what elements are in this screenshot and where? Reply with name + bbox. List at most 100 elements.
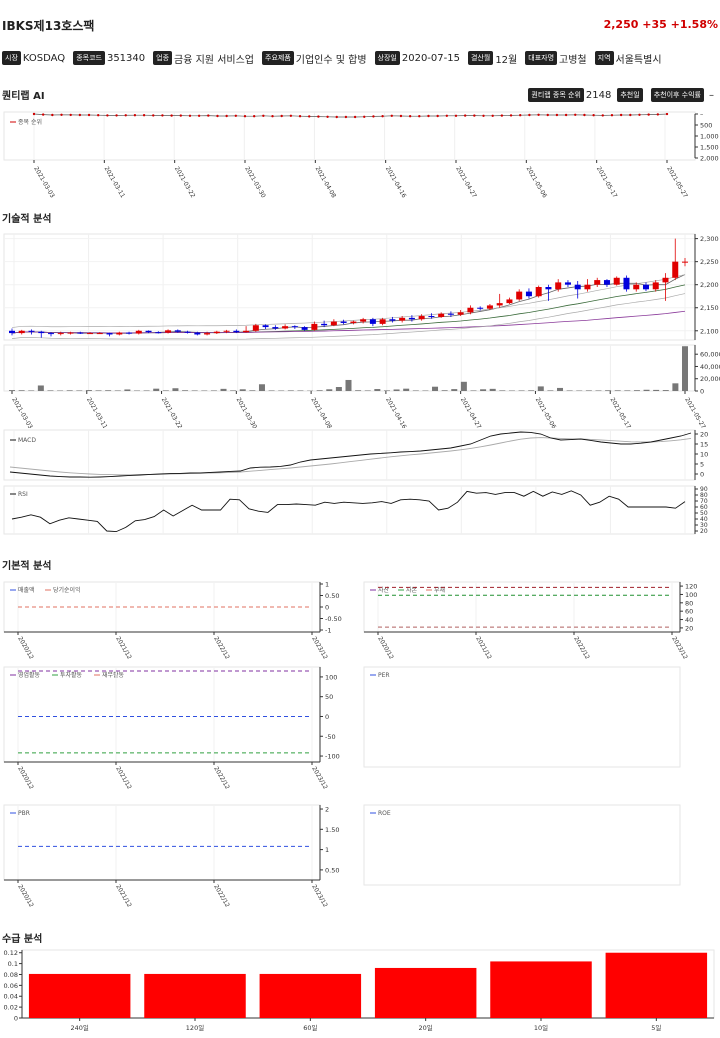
candle-body <box>340 321 347 323</box>
candle-body <box>28 330 35 332</box>
rank-point <box>638 113 641 116</box>
rank-point <box>592 114 595 117</box>
candle-body <box>360 319 367 322</box>
volume-bar <box>85 390 92 391</box>
volume-bar <box>143 390 150 391</box>
rank-point <box>188 114 192 117</box>
rank-point <box>390 114 393 117</box>
rank-point <box>262 114 265 117</box>
candle-body <box>165 330 172 333</box>
info-value-ceo: 고병철 <box>559 54 587 66</box>
volume-y-tick: 0 <box>700 388 704 396</box>
rsi-y-tick: 30 <box>700 522 708 529</box>
rank-point <box>124 114 127 117</box>
supply-bar <box>144 973 246 1018</box>
rsi-y-tick: 20 <box>700 528 708 535</box>
candle-body <box>555 282 562 290</box>
volume-bar <box>172 388 179 391</box>
x-tick-label: 2021-03-11 <box>103 166 127 200</box>
info-label-fiscal: 결산월 <box>467 51 494 65</box>
volume-bar <box>633 390 640 391</box>
volume-bar <box>345 379 352 391</box>
rank-point <box>133 114 137 117</box>
volume-bar <box>220 388 227 391</box>
rank-point <box>610 114 614 117</box>
rsi-y-tick: 40 <box>700 516 708 523</box>
price-y-tick: 2,150 <box>700 304 719 312</box>
x-tick-label: 2021-05-17 <box>608 397 632 429</box>
rank-point <box>271 115 274 118</box>
candle-body <box>223 330 230 332</box>
plot-frame <box>3 804 321 881</box>
volume-bar <box>460 381 467 391</box>
candle-body <box>682 261 688 263</box>
fund-y-tick: 60 <box>685 608 693 616</box>
x-tick-label: 2021-03-30 <box>243 166 267 200</box>
volume-bar <box>162 390 169 391</box>
volume-bar <box>566 390 573 391</box>
supply-y-tick: 0.08 <box>4 971 18 979</box>
x-tick-label: 2022/12 <box>212 636 231 661</box>
x-tick-label: 2021/12 <box>474 636 493 661</box>
fund-legend-label: PER <box>378 672 390 679</box>
volume-bar <box>335 387 342 391</box>
cashflow-chart: 영업활동 투자활동 재무활동 2020/12 2021/12 2022/12 2023/12… <box>3 666 340 791</box>
volume-bar <box>105 390 112 391</box>
supply-bar <box>605 952 708 1018</box>
fund-y-tick: 50 <box>325 693 333 701</box>
pbr-chart: PBR 2020/12 2021/12 2022/12 2023/12 2 1.50 1 0.5… <box>3 804 339 909</box>
x-tick-label: 2022/12 <box>212 884 231 909</box>
rank-point <box>243 115 247 118</box>
candle-body <box>87 333 94 335</box>
rank-point <box>335 115 338 119</box>
x-tick-label: 2021/12 <box>114 636 133 661</box>
rank-point <box>427 114 430 118</box>
fund-y-tick: -100 <box>325 753 340 761</box>
info-value-fiscal: 12월 <box>495 54 518 66</box>
x-tick-label: 2021-05-06 <box>534 397 558 429</box>
volume-bar <box>383 390 390 391</box>
price-y-tick: 2,100 <box>700 327 719 335</box>
rank-point <box>363 115 366 118</box>
candle-body <box>291 326 298 328</box>
plot-frame <box>3 429 696 481</box>
candle-body <box>486 305 493 309</box>
rank-point <box>344 115 348 119</box>
info-label-code: 종목코드 <box>73 51 105 65</box>
x-tick-label: 2021-05-06 <box>525 166 549 200</box>
fund-y-tick: 2 <box>325 806 329 814</box>
candle-body <box>301 327 308 330</box>
assets-equity-debt-chart: 자산 자본 부채 2020/12 2021/12 2022/12 2023/12 120100… <box>363 581 697 661</box>
candle-body <box>457 312 464 315</box>
candle-body <box>350 321 357 323</box>
x-tick-label: 2021-04-16 <box>384 166 408 200</box>
candle-body <box>584 284 591 290</box>
candle-body <box>623 277 630 290</box>
fund-legend-label: 자산 <box>378 586 390 594</box>
volume-bar <box>441 390 448 391</box>
candle-body <box>662 277 669 283</box>
volume-bar <box>316 390 323 391</box>
volume-bar <box>191 390 198 391</box>
supply-y-tick: 0 <box>14 1015 18 1023</box>
volume-bar <box>499 390 506 391</box>
rank-point <box>665 112 669 116</box>
fund-y-tick: 0.50 <box>325 866 339 874</box>
rank-legend: 종목 순위 <box>18 118 42 126</box>
macd-series-line <box>9 431 692 478</box>
price-value: 2,250 <box>603 18 639 31</box>
volume-chart: 60,000 40,000 20,000 0 2021-03-03 2021-03-11 2… <box>3 344 720 429</box>
price-display: 2,250 +35 +1.58% <box>604 18 718 31</box>
info-value-listing: 2020-07-15 <box>401 52 460 64</box>
rank-point <box>619 113 623 117</box>
supply-y-tick: 0.1 <box>8 960 18 968</box>
candle-body <box>642 284 649 290</box>
candle-body <box>516 291 523 300</box>
rank-point <box>482 114 485 117</box>
candle-body <box>613 277 620 285</box>
stock-title: IBKS제13호스팩 <box>2 19 95 33</box>
rank-point <box>225 114 228 118</box>
rank-point <box>207 114 210 117</box>
x-tick-label: 2021-04-27 <box>459 397 483 429</box>
candle-body <box>574 284 581 290</box>
